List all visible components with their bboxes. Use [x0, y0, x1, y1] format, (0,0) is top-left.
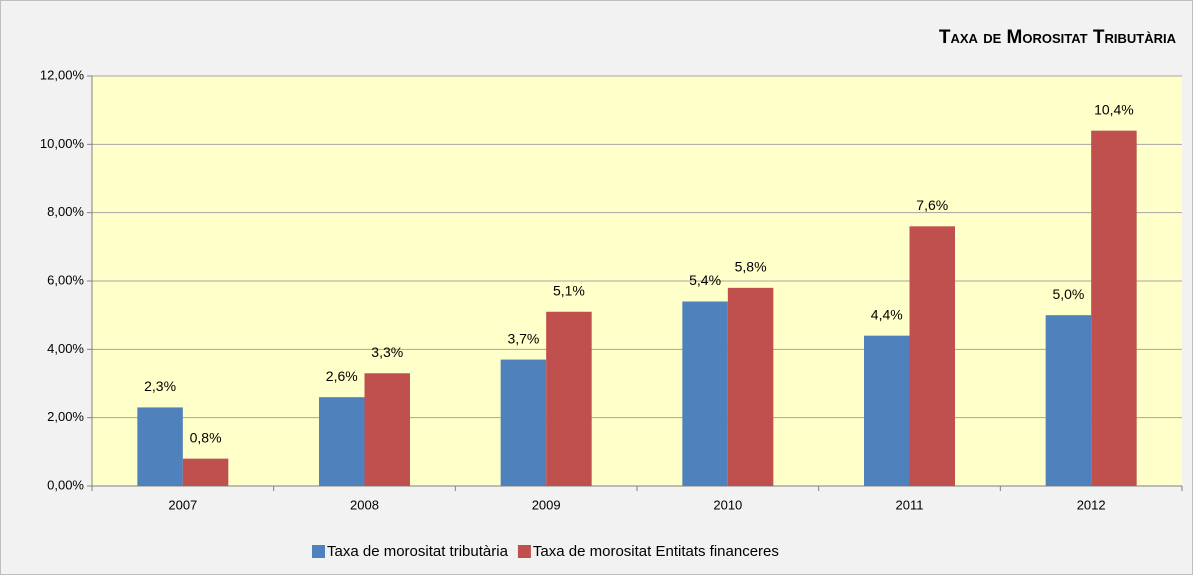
value-label: 2,3%	[144, 378, 176, 394]
value-label: 3,3%	[371, 344, 403, 360]
value-label: 10,4%	[1094, 101, 1134, 117]
y-tick-label: 6,00%	[47, 272, 84, 287]
value-label: 4,4%	[871, 306, 903, 322]
value-label: 5,1%	[553, 282, 585, 298]
y-tick-label: 10,00%	[40, 136, 85, 151]
bar	[864, 335, 910, 486]
y-tick-label: 12,00%	[40, 67, 85, 82]
bar	[546, 311, 592, 486]
value-label: 0,8%	[190, 429, 222, 445]
chart-title: Taxa de Morositat Tributària	[939, 27, 1177, 48]
value-label: 2,6%	[326, 368, 358, 384]
x-tick-label: 2012	[1077, 497, 1106, 512]
bar	[727, 287, 774, 486]
y-tick-label: 2,00%	[47, 409, 84, 424]
bar	[1045, 315, 1092, 486]
bar	[182, 458, 229, 486]
x-tick-label: 2010	[713, 497, 742, 512]
value-label: 5,8%	[735, 259, 767, 275]
value-label: 5,0%	[1052, 286, 1084, 302]
value-label: 7,6%	[916, 197, 948, 213]
x-tick-label: 2008	[350, 497, 379, 512]
y-tick-label: 4,00%	[47, 341, 84, 356]
y-tick-label: 8,00%	[47, 204, 84, 219]
legend-label: Taxa de morositat tributària	[327, 543, 509, 560]
bar	[364, 373, 410, 486]
bar	[909, 226, 955, 487]
bar	[319, 397, 365, 486]
bar	[682, 301, 728, 486]
legend-swatch	[312, 545, 325, 558]
legend-label: Taxa de morositat Entitats financeres	[533, 543, 779, 560]
value-label: 3,7%	[507, 330, 539, 346]
y-tick-label: 0,00%	[47, 477, 84, 492]
x-tick-label: 2011	[896, 497, 924, 512]
value-label: 5,4%	[689, 272, 721, 288]
x-tick-label: 2007	[168, 497, 197, 512]
bar	[500, 359, 547, 486]
bar	[137, 407, 183, 486]
x-tick-label: 2009	[532, 497, 561, 512]
legend-swatch	[517, 545, 531, 558]
bar	[1091, 130, 1137, 486]
